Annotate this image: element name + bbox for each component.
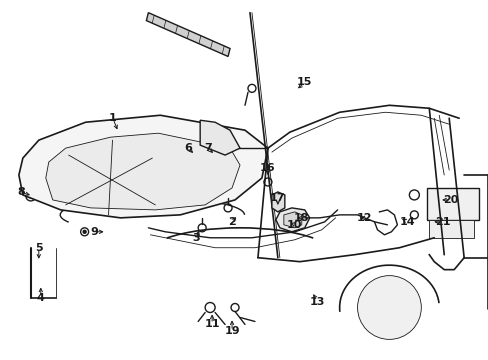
Text: 4: 4 <box>37 293 44 302</box>
Text: 7: 7 <box>204 143 212 153</box>
Text: 10: 10 <box>286 220 302 230</box>
Circle shape <box>29 194 33 198</box>
Text: 20: 20 <box>443 195 458 205</box>
Text: 17: 17 <box>269 193 285 203</box>
Text: 21: 21 <box>435 217 450 227</box>
Text: 6: 6 <box>184 143 192 153</box>
Polygon shape <box>283 212 301 228</box>
Polygon shape <box>271 192 285 212</box>
Text: 18: 18 <box>293 213 309 223</box>
Polygon shape <box>275 208 309 232</box>
Circle shape <box>83 230 86 233</box>
Text: 5: 5 <box>35 243 42 253</box>
Text: 19: 19 <box>224 327 240 336</box>
Text: 2: 2 <box>228 217 235 227</box>
Polygon shape <box>200 120 240 155</box>
Text: 14: 14 <box>399 217 414 227</box>
Bar <box>428 220 473 238</box>
Polygon shape <box>46 133 240 210</box>
Text: 1: 1 <box>108 113 116 123</box>
Polygon shape <box>19 115 267 218</box>
Text: 3: 3 <box>192 233 200 243</box>
Bar <box>427 188 478 220</box>
Text: 13: 13 <box>309 297 325 306</box>
Polygon shape <box>146 13 229 57</box>
Text: 12: 12 <box>356 213 371 223</box>
Text: 11: 11 <box>204 319 220 329</box>
Text: 15: 15 <box>297 77 312 87</box>
Text: 8: 8 <box>17 187 25 197</box>
Circle shape <box>357 276 421 339</box>
Text: 16: 16 <box>260 163 275 173</box>
Text: 9: 9 <box>90 227 98 237</box>
